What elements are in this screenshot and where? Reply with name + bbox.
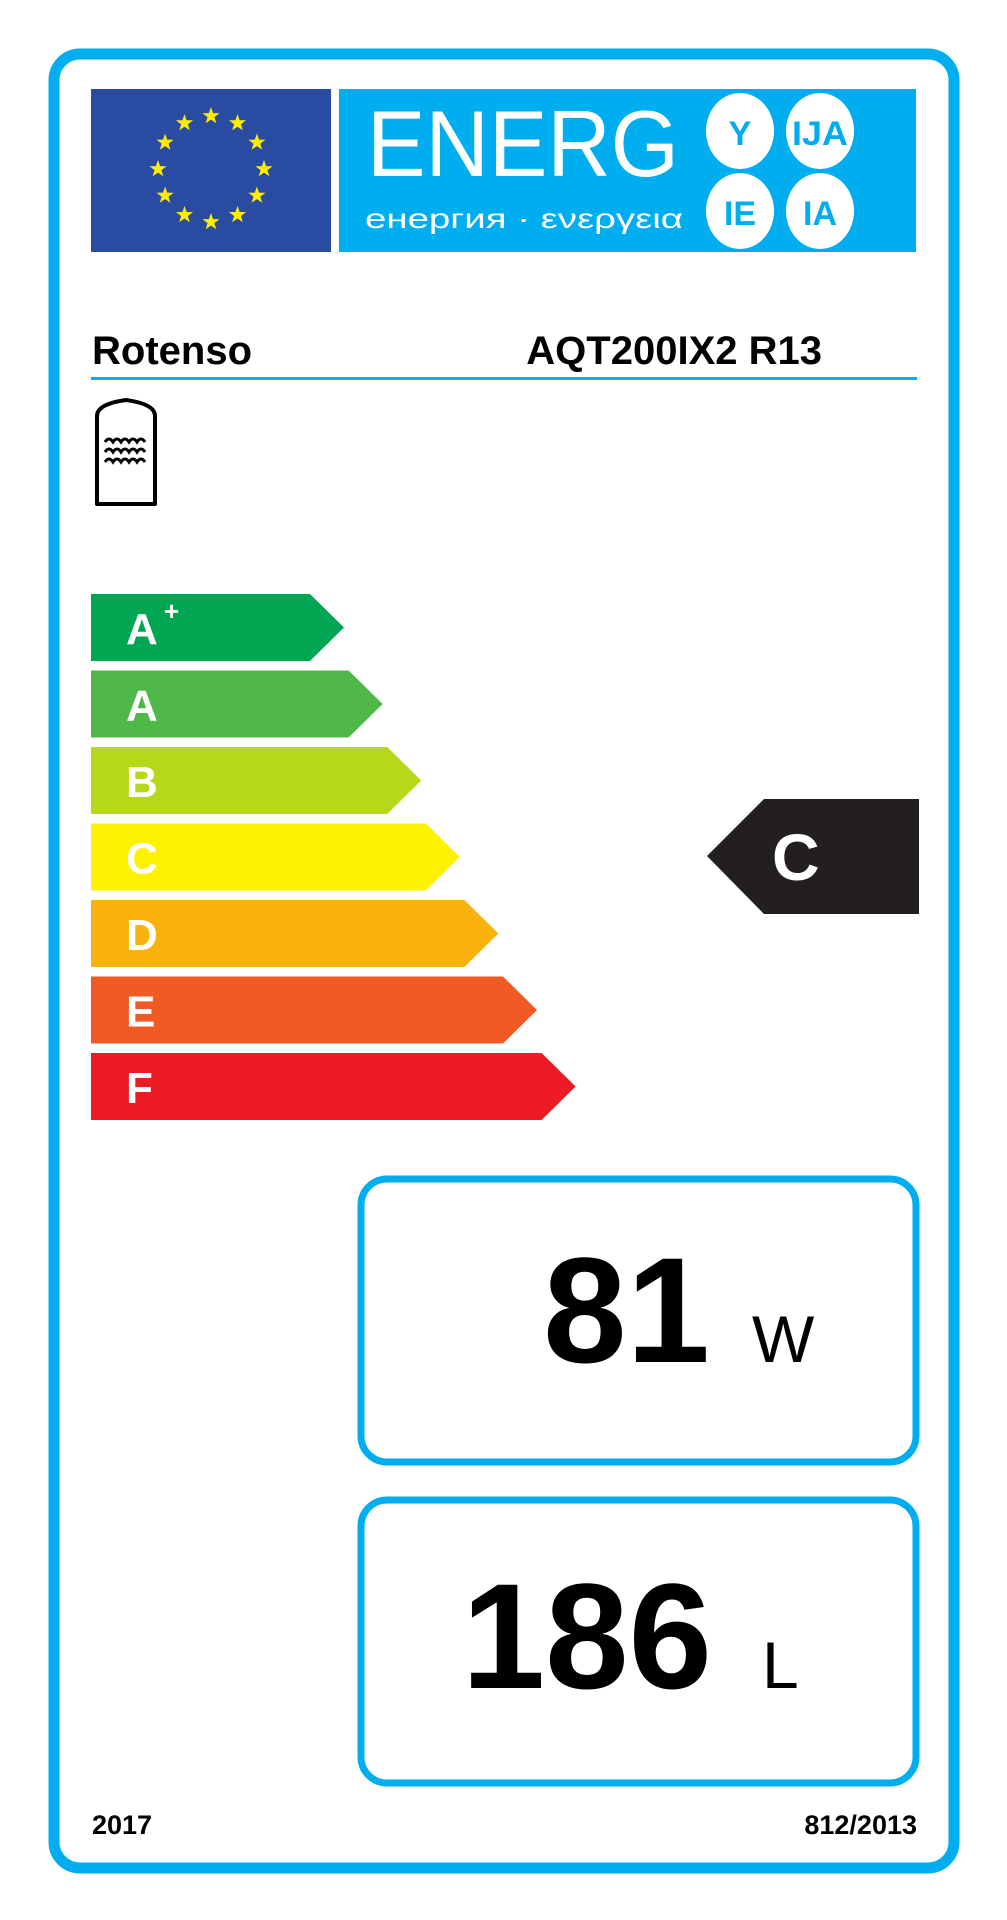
- energy-suffix-circles: Y IJA IE IA: [706, 93, 854, 249]
- scale-bar-label: B: [126, 758, 158, 807]
- scale-bar-b: B: [91, 747, 422, 814]
- rating-indicator: C: [707, 799, 919, 914]
- scale-bar-f: F: [91, 1053, 576, 1120]
- scale-bar-shape: [91, 900, 499, 967]
- eu-star-icon: [156, 186, 174, 203]
- scale-bar-shape: [91, 594, 344, 661]
- scale-bar-label: A: [126, 605, 158, 654]
- scale-bar-shape: [91, 747, 422, 814]
- eu-star-icon: [156, 133, 174, 150]
- scale-bar-e: E: [91, 976, 537, 1044]
- scale-bar-superscript: +: [164, 596, 179, 626]
- eu-star-icon: [202, 107, 220, 124]
- scale-bar-label: D: [126, 911, 158, 960]
- eu-star-icon: [248, 133, 266, 150]
- suffix-ia: IA: [803, 195, 837, 233]
- energy-logo: ENERG енергия · ενεργεια Y IJA IE IA: [339, 89, 916, 252]
- eu-stars: [149, 107, 273, 230]
- scale-bar-label: E: [126, 988, 155, 1037]
- water-storage-tank-icon: [95, 398, 157, 506]
- scale-bar-d: D: [91, 900, 499, 967]
- label-frame: [48, 48, 960, 1874]
- supplier-name: Rotenso: [92, 329, 252, 373]
- eu-star-icon: [248, 186, 266, 203]
- scale-bar-label: A: [126, 682, 158, 731]
- scale-bar-shape: [91, 1053, 576, 1120]
- standing-loss-unit: W: [752, 1302, 815, 1376]
- scale-bar-aplus: A +: [91, 594, 344, 661]
- header-divider: [91, 377, 917, 380]
- model-identifier: AQT200IX2 R13: [526, 329, 822, 373]
- suffix-y: Y: [729, 115, 752, 153]
- eu-star-icon: [255, 160, 273, 177]
- scale-bar-shape: [91, 976, 537, 1044]
- storage-volume-value: 186: [462, 1552, 712, 1720]
- eu-flag-logo: [91, 89, 331, 252]
- regulation-number: 812/2013: [804, 1810, 917, 1840]
- storage-volume-unit: L: [762, 1628, 799, 1702]
- eu-star-icon: [202, 213, 220, 230]
- scale-bar-c: C: [91, 823, 460, 891]
- eu-star-icon: [228, 114, 247, 131]
- rating-class: C: [772, 820, 820, 894]
- standing-loss-value: 81: [543, 1226, 710, 1394]
- standing-loss-box: [357, 1175, 920, 1466]
- scale-bar-a: A: [91, 670, 383, 738]
- scale-bar-shape: [91, 670, 383, 738]
- energy-logo-subtitle: енергия · ενεργεια: [365, 203, 683, 234]
- eu-star-icon: [228, 205, 247, 223]
- label-year: 2017: [92, 1810, 152, 1840]
- eu-star-icon: [149, 160, 167, 177]
- storage-volume-box: [357, 1496, 920, 1787]
- scale-bar-shape: [91, 823, 460, 891]
- suffix-ie: IE: [724, 195, 756, 233]
- scale-bar-label: F: [126, 1064, 153, 1113]
- eu-star-icon: [175, 205, 194, 223]
- energy-logo-word: ENERG: [367, 91, 679, 196]
- suffix-ija: IJA: [792, 115, 848, 153]
- eu-star-icon: [175, 114, 194, 131]
- scale-bar-label: C: [126, 835, 158, 884]
